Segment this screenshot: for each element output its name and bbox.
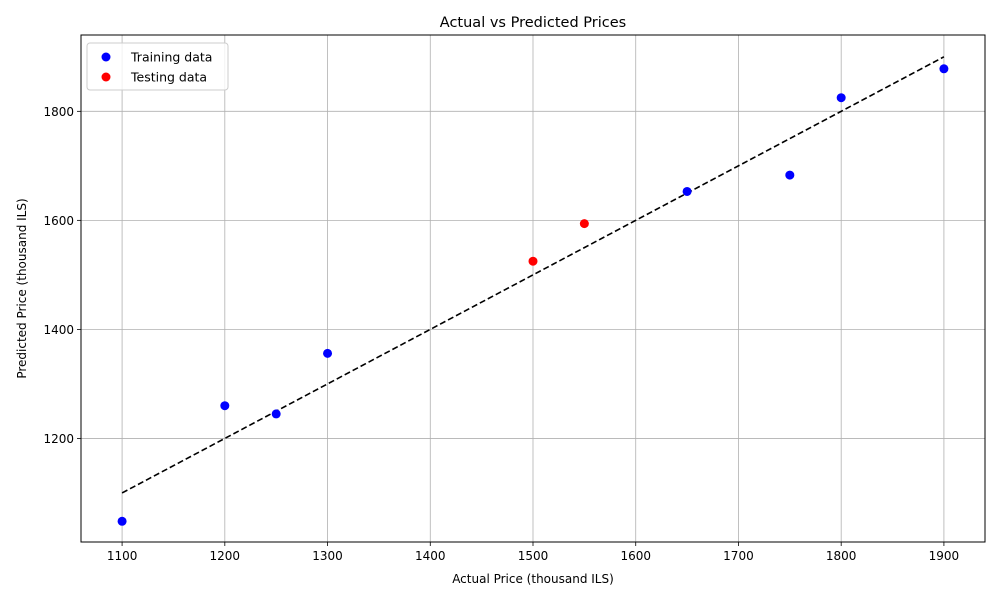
x-tick-label: 1900 [929, 549, 960, 563]
legend-label: Testing data [130, 70, 207, 85]
grid-lines [81, 35, 985, 542]
legend: Training data Testing data [86, 42, 229, 91]
x-tick-label: 1600 [620, 549, 651, 563]
training-data-point [220, 401, 230, 411]
x-axis-ticks: 1100 1200 1300 1400 1500 1600 1700 1800 1900 [107, 542, 959, 563]
x-tick-label: 1100 [107, 549, 138, 563]
training-data-point [785, 170, 795, 180]
training-data-point [939, 64, 949, 74]
y-tick-label: 1400 [43, 323, 74, 337]
reference-line [121, 56, 945, 494]
training-data-point [323, 348, 333, 358]
testing-data-point [579, 219, 589, 229]
legend-marker [101, 52, 111, 62]
legend-marker [101, 72, 111, 82]
y-tick-label: 1200 [43, 432, 74, 446]
legend-label: Training data [130, 50, 212, 65]
y-axis-label: Predicted Price (thousand ILS) [15, 198, 29, 378]
x-tick-label: 1500 [518, 549, 549, 563]
y-tick-label: 1600 [43, 214, 74, 228]
chart-title: Actual vs Predicted Prices [440, 15, 626, 31]
training-data-point [271, 409, 281, 419]
x-tick-label: 1200 [210, 549, 241, 563]
x-tick-label: 1800 [826, 549, 857, 563]
reference-line-path [121, 56, 945, 494]
x-tick-label: 1300 [312, 549, 343, 563]
training-data-point [682, 186, 692, 196]
x-tick-label: 1700 [723, 549, 754, 563]
training-data-point [836, 93, 846, 103]
x-tick-label: 1400 [415, 549, 446, 563]
testing-data-point [528, 256, 538, 266]
training-data-point [117, 516, 127, 526]
data-points [117, 64, 949, 526]
x-axis-label: Actual Price (thousand ILS) [452, 572, 614, 586]
legend-box [86, 42, 229, 91]
y-tick-label: 1800 [43, 105, 74, 119]
y-axis-ticks: 1200 1400 1600 1800 [43, 105, 81, 446]
